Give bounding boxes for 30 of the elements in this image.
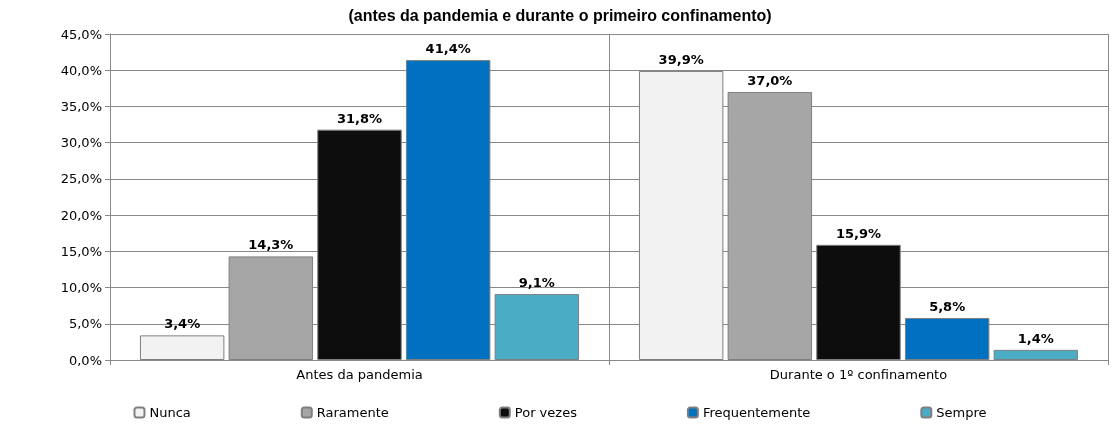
- data-label: 9,1%: [518, 275, 555, 291]
- chart-title: (antes da pandemia e durante o primeiro confinamento): [348, 6, 772, 24]
- y-tick-label: 5,0%: [68, 316, 102, 332]
- data-label: 37,0%: [747, 72, 793, 88]
- legend-label: Raramente: [316, 405, 389, 420]
- data-label: 5,8%: [929, 298, 966, 314]
- data-label: 39,9%: [658, 51, 704, 67]
- data-label: 41,4%: [425, 41, 471, 57]
- y-tick-label: 30,0%: [60, 135, 102, 151]
- bar: [993, 349, 1079, 360]
- data-label: 15,9%: [835, 225, 882, 241]
- data-label: 3,4%: [164, 316, 201, 332]
- data-label: 31,8%: [336, 110, 383, 126]
- y-tick-label: 10,0%: [60, 280, 102, 296]
- x-tick-label: Antes da pandemia: [296, 367, 423, 382]
- data-label: 1,4%: [1017, 330, 1054, 346]
- y-tick-label: 15,0%: [60, 243, 102, 259]
- y-tick-label: 45,0%: [60, 26, 102, 42]
- bar: [139, 335, 225, 360]
- y-tick-label: 35,0%: [60, 98, 102, 114]
- legend-label: Nunca: [149, 405, 191, 420]
- y-tick-label: 40,0%: [60, 62, 102, 78]
- y-tick-label: 20,0%: [60, 207, 102, 223]
- data-label: 14,3%: [248, 237, 294, 253]
- legend-label: Sempre: [936, 405, 987, 420]
- legend-label: Frequentemente: [702, 405, 811, 420]
- x-tick-label: Durante o 1º confinamento: [769, 367, 948, 382]
- y-tick-label: 0,0%: [68, 352, 102, 368]
- y-tick-label: 25,0%: [60, 171, 102, 187]
- legend-label: Por vezes: [514, 405, 578, 420]
